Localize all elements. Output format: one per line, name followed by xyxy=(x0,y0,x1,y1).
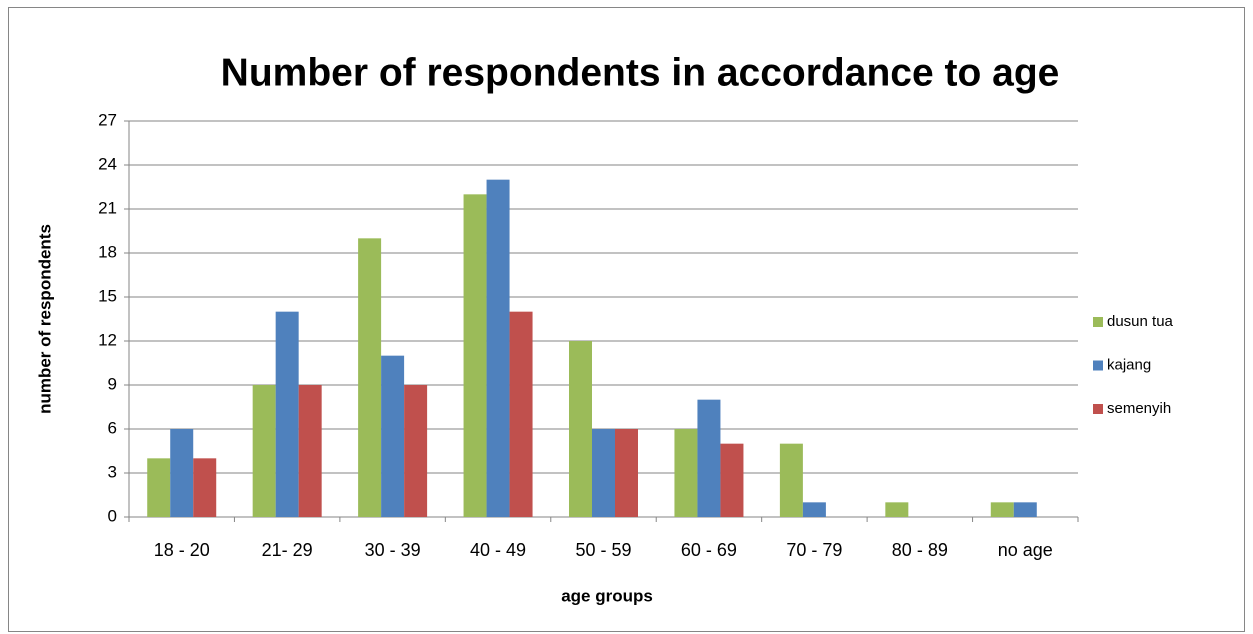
bar xyxy=(463,194,487,518)
chart-title: Number of respondents in accordance to a… xyxy=(221,51,1060,94)
bar xyxy=(486,179,510,517)
bar xyxy=(298,385,322,517)
x-tick-label: 60 - 69 xyxy=(681,540,737,560)
y-tick-label: 3 xyxy=(108,462,117,481)
bar xyxy=(1013,502,1037,517)
legend-label: dusun tua xyxy=(1107,313,1174,330)
bar xyxy=(779,443,803,517)
bar xyxy=(358,238,382,518)
bar xyxy=(381,355,405,517)
y-tick-label: 24 xyxy=(98,154,117,173)
y-tick-label: 6 xyxy=(108,418,117,437)
y-tick-label: 12 xyxy=(98,330,117,349)
bar xyxy=(509,311,533,517)
legend-swatch xyxy=(1093,360,1103,371)
bar xyxy=(885,502,909,517)
legend-swatch xyxy=(1093,317,1103,327)
y-tick-label: 9 xyxy=(108,374,117,393)
legend-swatch xyxy=(1093,404,1103,414)
x-tick-label: 80 - 89 xyxy=(892,540,948,560)
legend-label: semenyih xyxy=(1107,400,1171,417)
bar xyxy=(802,502,826,517)
bar xyxy=(147,458,171,517)
y-tick-label: 27 xyxy=(98,110,117,129)
bar xyxy=(404,385,428,517)
y-tick-label: 0 xyxy=(108,506,117,525)
bar xyxy=(674,429,698,517)
chart-frame xyxy=(8,7,1245,632)
bar xyxy=(697,399,721,517)
bar xyxy=(275,311,299,517)
x-tick-label: 70 - 79 xyxy=(786,540,842,560)
bar xyxy=(592,429,615,517)
y-tick-label: 18 xyxy=(98,242,117,261)
x-tick-label: no age xyxy=(998,540,1053,560)
bar xyxy=(170,429,194,517)
bar xyxy=(720,443,744,517)
bar xyxy=(615,429,638,517)
bar xyxy=(569,341,592,517)
x-tick-label: 18 - 20 xyxy=(154,540,210,560)
x-tick-label: 30 - 39 xyxy=(365,540,421,560)
bar xyxy=(990,502,1014,517)
x-axis-label: age groups xyxy=(561,586,653,605)
legend-label: kajang xyxy=(1107,356,1151,373)
x-tick-label: 50 - 59 xyxy=(575,540,631,560)
y-tick-label: 15 xyxy=(98,286,117,305)
y-axis-label: number of respondents xyxy=(35,224,54,414)
bar xyxy=(193,458,217,517)
x-tick-label: 21- 29 xyxy=(262,540,313,560)
x-tick-label: 40 - 49 xyxy=(470,540,526,560)
bar xyxy=(252,385,276,517)
y-tick-label: 21 xyxy=(98,198,117,217)
